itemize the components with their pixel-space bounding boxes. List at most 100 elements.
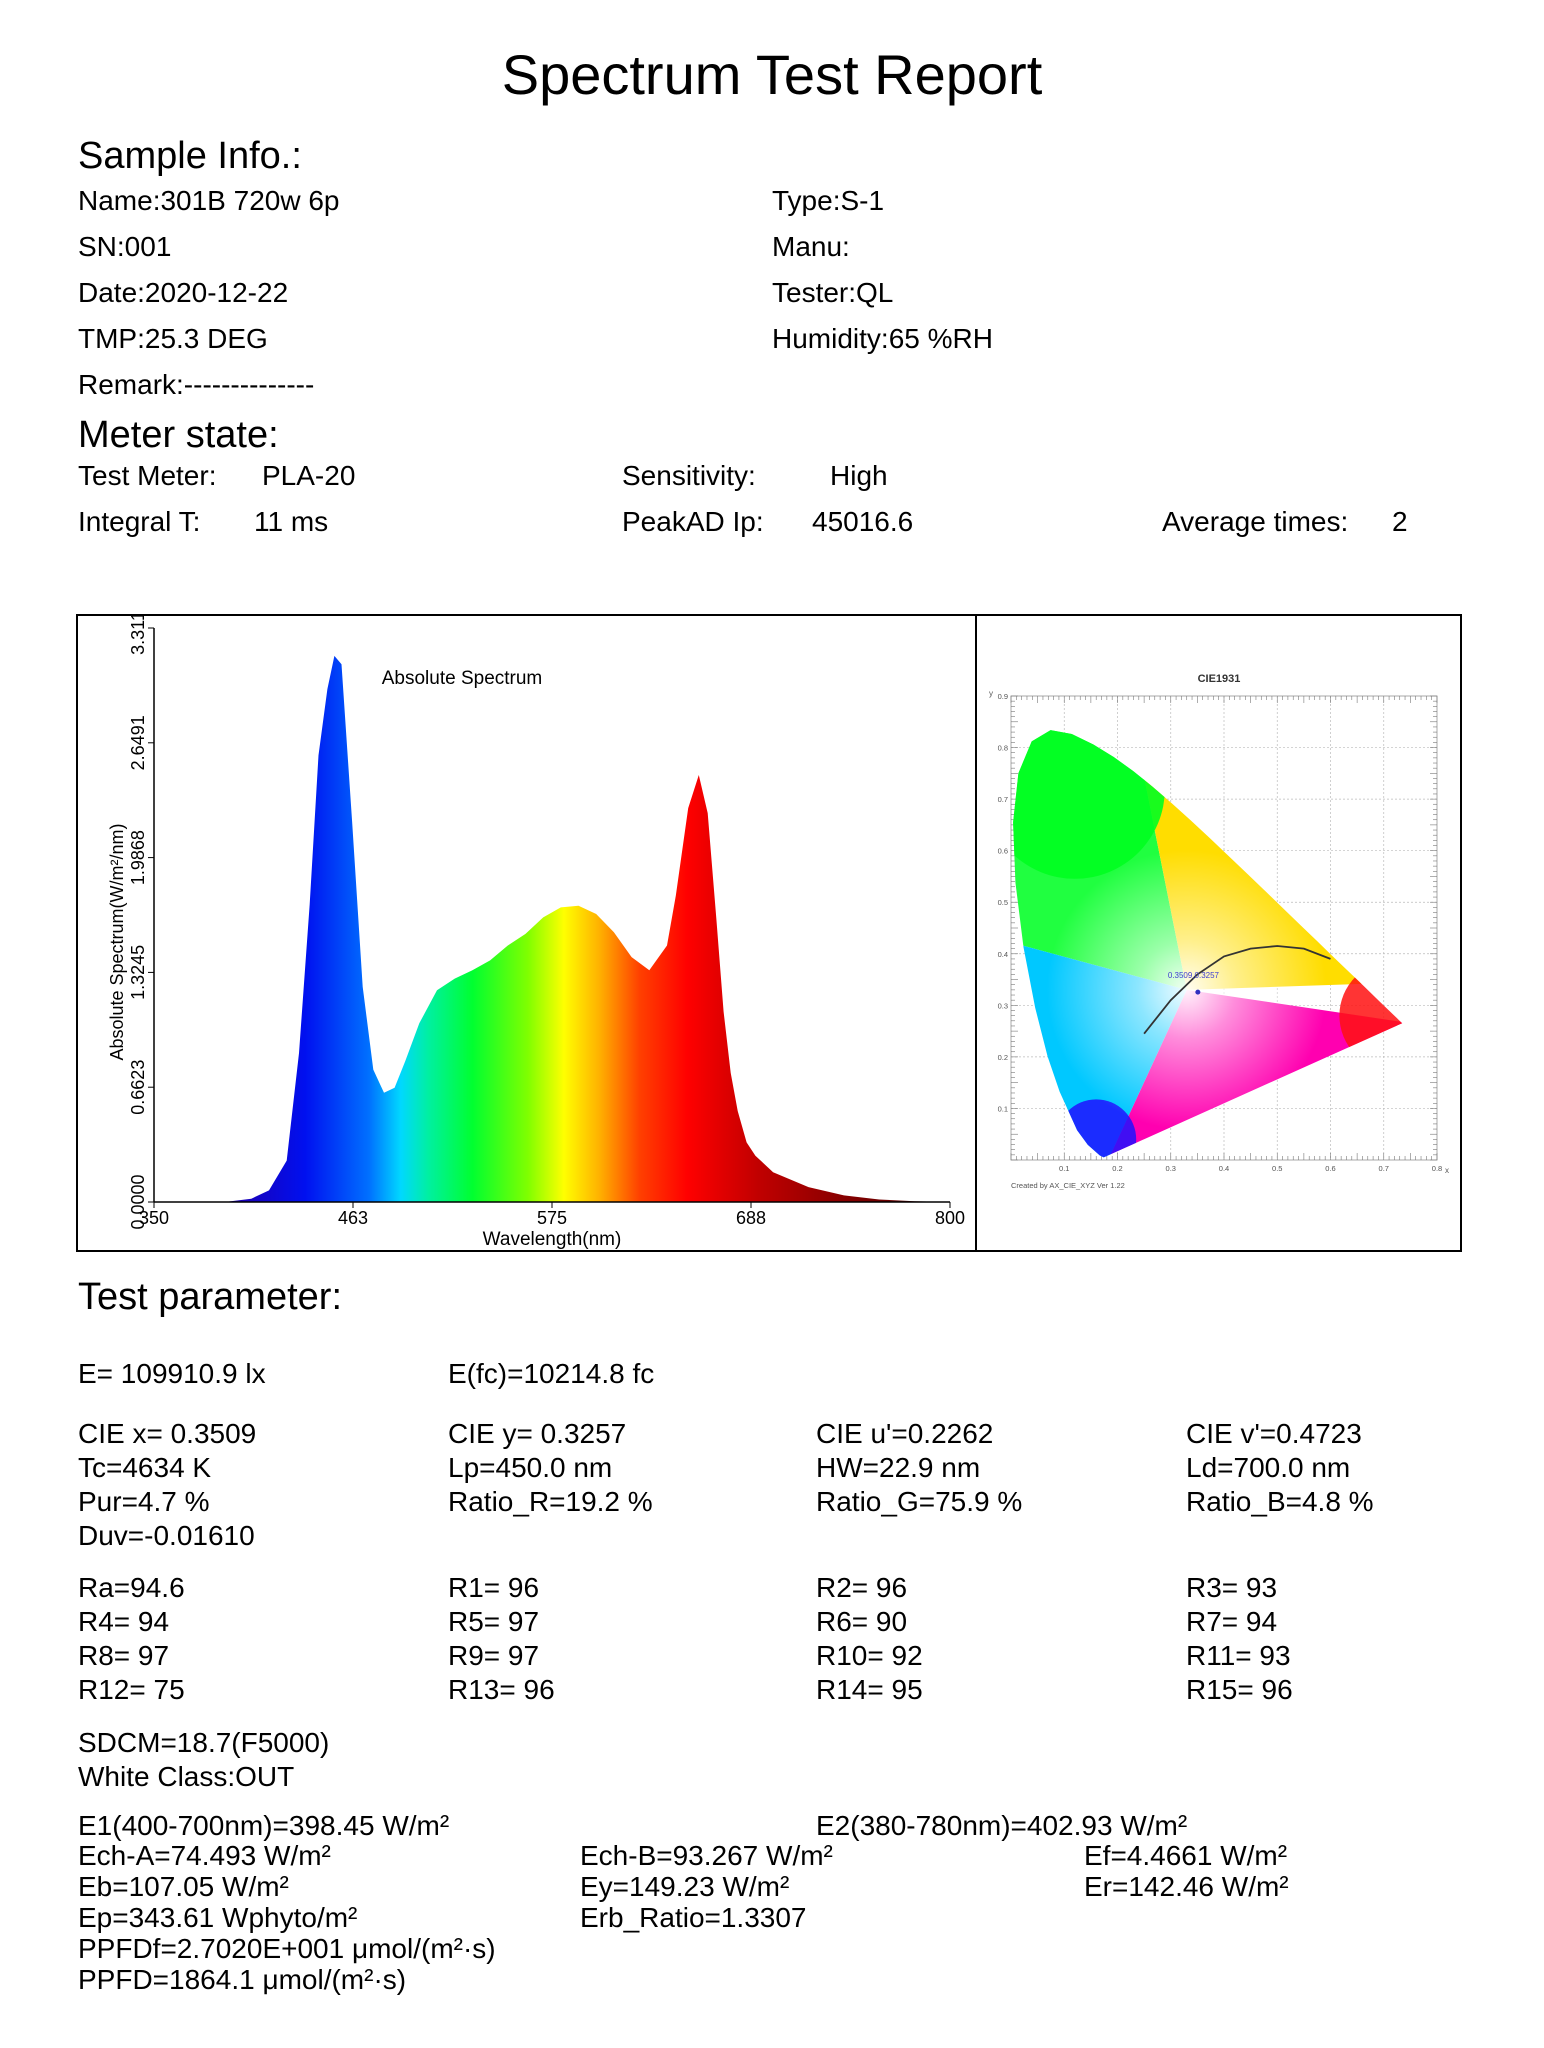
cie-y-tick-label: 0.6 bbox=[998, 847, 1008, 856]
spectrum-x-tick-label: 800 bbox=[935, 1208, 965, 1228]
param-ep: Ep=343.61 Wphyto/m² bbox=[78, 1902, 358, 1933]
planckian-locus bbox=[1143, 945, 1331, 1035]
param-ech-a: Ech-A=74.493 W/m² bbox=[78, 1840, 331, 1871]
param-ech-b: Ech-B=93.267 W/m² bbox=[580, 1840, 833, 1871]
param-ppfd: PPFD=1864.1 μmol/(m²·s) bbox=[78, 1964, 407, 1995]
spectrum-y-tick-label: 0.6623 bbox=[128, 1060, 148, 1115]
param-r14: R14= 95 bbox=[816, 1674, 923, 1705]
spectrum-y-tick-label: 2.6491 bbox=[128, 715, 148, 770]
param-cie-u: CIE u'=0.2262 bbox=[816, 1418, 994, 1449]
cie-x-tick-label: 0.8 bbox=[1432, 1164, 1442, 1173]
param-e-fc: E(fc)=10214.8 fc bbox=[448, 1358, 655, 1389]
param-r6: R6= 90 bbox=[816, 1606, 908, 1637]
param-duv: Duv=-0.01610 bbox=[78, 1520, 255, 1551]
cie-x-tick-label: 0.4 bbox=[1219, 1164, 1229, 1173]
sample-humidity: Humidity:65 %RH bbox=[772, 323, 993, 354]
cie-y-tick-label: 0.3 bbox=[998, 1001, 1008, 1010]
param-r15: R15= 96 bbox=[1186, 1674, 1293, 1705]
param-r12: R12= 75 bbox=[78, 1674, 185, 1705]
cie-y-tick-label: 0.8 bbox=[998, 744, 1008, 753]
param-white-class: White Class:OUT bbox=[78, 1761, 295, 1792]
param-r2: R2= 96 bbox=[816, 1572, 908, 1603]
cie-point-label: 0.3509,0.3257 bbox=[1168, 971, 1220, 980]
report-title: Spectrum Test Report bbox=[501, 43, 1043, 106]
integral-time-value: 11 ms bbox=[254, 506, 329, 537]
spectrum-x-label: Wavelength(nm) bbox=[483, 1229, 622, 1250]
param-ratio-g: Ratio_G=75.9 % bbox=[816, 1486, 1023, 1517]
cie-x-tick-label: 0.1 bbox=[1059, 1164, 1069, 1173]
test-meter-label: Test Meter: bbox=[78, 460, 217, 491]
param-r1: R1= 96 bbox=[448, 1572, 540, 1603]
sensitivity-value: High bbox=[830, 460, 888, 491]
cie-x-tick-label: 0.7 bbox=[1379, 1164, 1389, 1173]
test-meter-value: PLA-20 bbox=[262, 460, 356, 491]
param-cie-v: CIE v'=0.4723 bbox=[1186, 1418, 1362, 1449]
cie-y-tick-label: 0.1 bbox=[998, 1104, 1008, 1113]
sample-name: Name:301B 720w 6p bbox=[78, 185, 340, 216]
spectrum-title: Absolute Spectrum bbox=[382, 668, 543, 689]
spectrum-y-tick-label: 0.0000 bbox=[128, 1174, 148, 1229]
param-cie-x: CIE x= 0.3509 bbox=[78, 1418, 257, 1449]
cie-y-tick-label: 0.5 bbox=[998, 898, 1008, 907]
cie-footer: Created by AX_CIE_XYZ Ver 1.22 bbox=[1011, 1181, 1125, 1190]
meter-state-heading: Meter state: bbox=[78, 414, 279, 456]
param-sdcm: SDCM=18.7(F5000) bbox=[78, 1727, 330, 1758]
param-r4: R4= 94 bbox=[78, 1606, 170, 1637]
cie-y-tick-label: 0.4 bbox=[998, 950, 1008, 959]
spectrum-y-tick-label: 1.3245 bbox=[128, 945, 148, 1000]
param-ratio-r: Ratio_R=19.2 % bbox=[448, 1486, 653, 1517]
cie-x-tick-label: 0.5 bbox=[1272, 1164, 1282, 1173]
spectrum-x-tick-label: 350 bbox=[139, 1208, 169, 1228]
sample-type: Type:S-1 bbox=[772, 185, 885, 216]
param-ratio-b: Ratio_B=4.8 % bbox=[1186, 1486, 1374, 1517]
cie-x-tick-label: 0.3 bbox=[1166, 1164, 1176, 1173]
spectrum-y-tick-label: 3.3114 bbox=[128, 616, 148, 655]
cie-color-gamut bbox=[1013, 730, 1403, 1158]
cie-y-axis-label: y bbox=[989, 689, 993, 698]
average-times-value: 2 bbox=[1392, 506, 1408, 537]
param-r13: R13= 96 bbox=[448, 1674, 555, 1705]
peakad-value: 45016.6 bbox=[812, 506, 914, 537]
param-cie-y: CIE y= 0.3257 bbox=[448, 1418, 627, 1449]
sample-manu: Manu: bbox=[772, 231, 850, 262]
sample-tester: Tester:QL bbox=[772, 277, 894, 308]
spectrum-x-tick-label: 575 bbox=[537, 1208, 567, 1228]
cie-x-tick-label: 0.2 bbox=[1112, 1164, 1122, 1173]
param-r11: R11= 93 bbox=[1186, 1640, 1291, 1671]
param-ld: Ld=700.0 nm bbox=[1186, 1452, 1351, 1483]
param-erb-ratio: Erb_Ratio=1.3307 bbox=[580, 1902, 807, 1933]
sample-tmp: TMP:25.3 DEG bbox=[78, 323, 268, 354]
param-hw: HW=22.9 nm bbox=[816, 1452, 981, 1483]
peakad-label: PeakAD Ip: bbox=[622, 506, 764, 537]
param-e1: E1(400-700nm)=398.45 W/m² bbox=[78, 1810, 450, 1841]
cie-y-tick-label: 0.2 bbox=[998, 1053, 1008, 1062]
param-r5: R5= 97 bbox=[448, 1606, 540, 1637]
cie-x-axis-label: x bbox=[1445, 1166, 1449, 1175]
integral-time-label: Integral T: bbox=[78, 506, 201, 537]
param-r9: R9= 97 bbox=[448, 1640, 540, 1671]
sample-remark: Remark:-------------- bbox=[78, 369, 315, 400]
param-ppfdf: PPFDf=2.7020E+001 μmol/(m²·s) bbox=[78, 1933, 496, 1964]
cie-chart: 0.3509,0.3257 0.1 0.2 0.3 0.4 0.5 0.6 0.7 0.8 0… bbox=[989, 673, 1449, 1190]
param-ef: Ef=4.4661 W/m² bbox=[1084, 1840, 1288, 1871]
test-parameter-heading: Test parameter: bbox=[78, 1276, 342, 1318]
param-r7: R7= 94 bbox=[1186, 1606, 1278, 1637]
spectrum-x-tick-label: 688 bbox=[736, 1208, 766, 1228]
spectrum-y-label: Absolute Spectrum(W/m²/nm) bbox=[107, 823, 127, 1060]
param-lp: Lp=450.0 nm bbox=[448, 1452, 613, 1483]
cie-chart-panel: 0.3509,0.3257 0.1 0.2 0.3 0.4 0.5 0.6 0.7 0.8 0… bbox=[975, 614, 1462, 1252]
average-times-label: Average times: bbox=[1162, 506, 1349, 537]
sensitivity-label: Sensitivity: bbox=[622, 460, 756, 491]
param-er: Er=142.46 W/m² bbox=[1084, 1871, 1289, 1902]
spectrum-chart-panel: 350 463 575 688 800 0.0000 0.6623 1.3245 1.9868… bbox=[76, 601, 977, 1252]
spectrum-chart: 350 463 575 688 800 0.0000 0.6623 1.3245 1.9868… bbox=[107, 601, 965, 1250]
param-tc: Tc=4634 K bbox=[78, 1452, 212, 1483]
sample-date: Date:2020-12-22 bbox=[78, 277, 289, 308]
sample-sn: SN:001 bbox=[78, 231, 172, 262]
param-pur: Pur=4.7 % bbox=[78, 1486, 210, 1517]
param-r10: R10= 92 bbox=[816, 1640, 923, 1671]
spectrum-area bbox=[154, 655, 950, 1202]
param-e-lx: E= 109910.9 lx bbox=[78, 1358, 266, 1389]
cie-point-marker bbox=[1195, 989, 1201, 995]
spectrum-y-tick-label: 1.9868 bbox=[128, 830, 148, 885]
